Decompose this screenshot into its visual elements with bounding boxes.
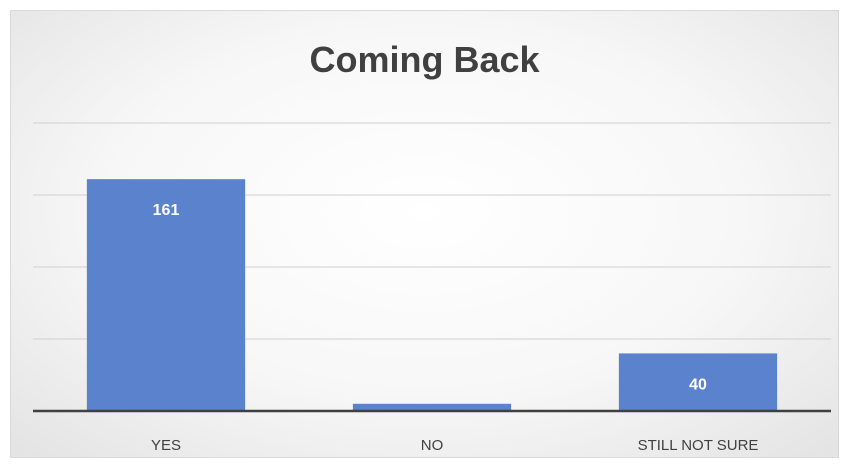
- bar-no: [352, 403, 512, 411]
- category-labels: YES NO STILL NOT SURE: [151, 437, 758, 454]
- category-label-no: NO: [421, 437, 444, 454]
- bars: [86, 179, 778, 411]
- data-labels: 161 40: [153, 202, 707, 393]
- category-label-still-not-sure: STILL NOT SURE: [638, 437, 759, 454]
- chart-frame: Coming Back 161 40 YES NO STILL NOT SURE: [10, 10, 839, 458]
- data-label-yes: 161: [153, 202, 180, 219]
- category-label-yes: YES: [151, 437, 181, 454]
- bar-still-not-sure: [618, 353, 778, 411]
- bar-yes: [86, 179, 246, 411]
- chart-title: Coming Back: [309, 39, 540, 80]
- data-label-still-not-sure: 40: [689, 376, 707, 393]
- bar-chart: 161 40 YES NO STILL NOT SURE: [33, 122, 831, 454]
